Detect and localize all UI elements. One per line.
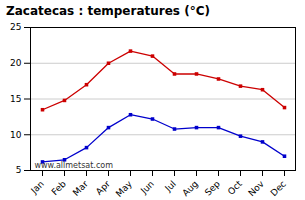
svg-text:Jun: Jun [138,179,156,197]
svg-text:Aug: Aug [180,179,200,199]
svg-text:Oct: Oct [226,178,244,196]
svg-text:25: 25 [10,22,21,32]
html-text:Zacatecas : temperatures (°C): Zacatecas : temperatures (°C) [6,4,210,18]
svg-text:www.allmetsat.com: www.allmetsat.com [35,161,114,170]
svg-text:Feb: Feb [50,179,69,198]
svg-text:Sep: Sep [203,179,222,198]
svg-text:Dec: Dec [269,179,288,198]
svg-text:15: 15 [10,94,21,104]
svg-text:5: 5 [16,165,22,175]
svg-text:Nov: Nov [246,178,266,198]
svg-text:20: 20 [10,58,22,68]
svg-text:10: 10 [10,130,22,140]
svg-text:May: May [114,178,135,199]
svg-text:Apr: Apr [94,179,112,197]
svg-text:Mar: Mar [71,178,90,197]
svg-text:Jul: Jul [162,179,177,194]
svg-text:Jan: Jan [28,179,46,197]
